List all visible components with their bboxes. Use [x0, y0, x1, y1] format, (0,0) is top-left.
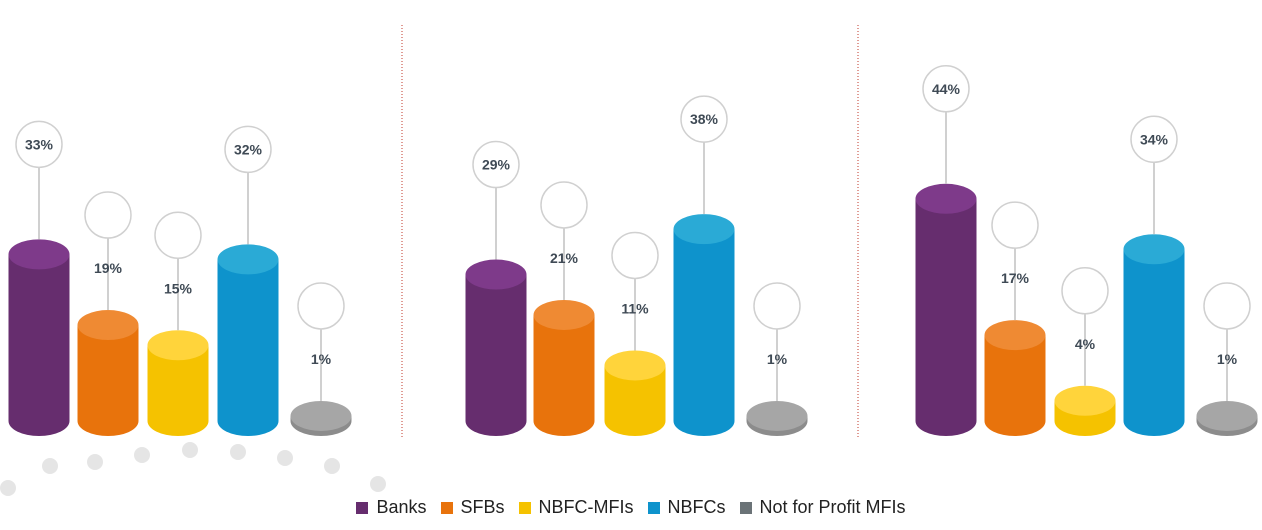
label-bubble-sfbs-p1	[84, 191, 132, 239]
legend-label-not-for-profit-mfis: Not for Profit MFIs	[759, 497, 906, 517]
bar-top-banks-p2	[465, 259, 527, 290]
data-label-nbfcs-p3: 34%	[1140, 131, 1169, 147]
legend-swatch-nbfc-mfis	[518, 501, 531, 514]
decor-dot-4	[182, 442, 198, 458]
data-label-nbfcs-p2: 38%	[690, 111, 719, 127]
legend-label-nbfcs: NBFCs	[667, 497, 726, 517]
label-bubble-banks-p1	[15, 120, 63, 169]
bar-top-not-for-profit-mfis-p3	[1196, 400, 1258, 431]
bar-top-nbfcs-p3	[1123, 234, 1185, 265]
label-bubble-nbfcs-p2	[680, 95, 728, 143]
data-label-banks-p3: 44%	[932, 81, 961, 97]
bar-top-sfbs-p2	[533, 299, 595, 330]
decor-dot-0	[0, 480, 16, 496]
bar-top-not-for-profit-mfis-p1	[290, 400, 352, 431]
label-bubble-nbfc-mfis-p2	[611, 231, 659, 280]
label-bubble-sfbs-p3	[991, 201, 1039, 249]
label-bubble-nbfc-mfis-p3	[1061, 267, 1109, 315]
bar-sfbs-p3	[984, 335, 1046, 436]
data-label-banks-p1: 33%	[25, 136, 54, 152]
legend-swatch-sfbs	[440, 501, 453, 514]
chart-panel-2: 29% 21% 11% 38% 1%	[465, 95, 808, 436]
data-label-nbfc-mfis-p3: 4%	[1075, 336, 1096, 352]
chart-panel-1: 33% 19% 15% 32% 1%	[8, 120, 352, 436]
bar-nbfc-mfis-p2	[604, 365, 666, 436]
legend: Banks SFBs NBFC-MFIs NBFCs Not for Profi…	[0, 497, 1262, 518]
bar-top-banks-p3	[915, 183, 977, 214]
data-label-nbfcs-p1: 32%	[234, 141, 263, 157]
bar-top-banks-p1	[8, 239, 70, 270]
legend-swatch-not-for-profit-mfis	[739, 501, 752, 514]
legend-swatch-banks	[356, 501, 369, 514]
data-label-sfbs-p3: 17%	[1001, 270, 1030, 286]
data-label-sfbs-p2: 21%	[550, 250, 579, 266]
data-label-not-for-profit-mfis-p2: 1%	[767, 351, 788, 367]
bar-top-sfbs-p1	[77, 310, 139, 341]
label-bubble-not-for-profit-mfis-p3	[1203, 282, 1251, 330]
decor-dot-2	[87, 454, 103, 470]
bar-banks-p3	[915, 198, 977, 436]
legend-item-not-for-profit-mfis: Not for Profit MFIs	[739, 497, 906, 518]
bar-top-nbfc-mfis-p3	[1054, 385, 1116, 416]
chart-panel-3: 44% 17% 4% 34% 1%	[915, 65, 1258, 436]
bar-top-nbfcs-p1	[217, 244, 279, 275]
label-bubble-banks-p2	[472, 140, 520, 189]
decor-dot-8	[370, 476, 386, 492]
legend-item-sfbs: SFBs	[440, 497, 505, 518]
bar-sfbs-p2	[533, 314, 595, 436]
bar-nbfcs-p3	[1123, 249, 1185, 436]
legend-label-sfbs: SFBs	[460, 497, 505, 517]
bar-top-nbfc-mfis-p1	[147, 330, 209, 361]
label-bubble-not-for-profit-mfis-p1	[297, 282, 345, 330]
label-bubble-sfbs-p2	[540, 181, 588, 229]
legend-swatch-nbfcs	[647, 501, 660, 514]
bar-nbfcs-p2	[673, 229, 735, 436]
legend-item-nbfc-mfis: NBFC-MFIs	[518, 497, 634, 518]
label-bubble-banks-p3	[922, 65, 970, 113]
data-label-nbfc-mfis-p1: 15%	[164, 280, 193, 296]
bar-nbfc-mfis-p1	[147, 345, 209, 436]
decor-dot-5	[230, 444, 246, 460]
label-bubble-not-for-profit-mfis-p2	[753, 282, 801, 330]
bar-sfbs-p1	[77, 325, 139, 436]
legend-item-nbfcs: NBFCs	[647, 497, 726, 518]
label-bubble-nbfc-mfis-p1	[154, 211, 202, 259]
decor-dot-7	[324, 458, 340, 474]
legend-label-nbfc-mfis: NBFC-MFIs	[538, 497, 634, 517]
legend-item-banks: Banks	[356, 497, 427, 518]
bar-banks-p1	[8, 254, 70, 436]
bar-nbfcs-p1	[217, 259, 279, 436]
data-label-banks-p2: 29%	[482, 157, 511, 173]
bar-banks-p2	[465, 274, 527, 436]
legend-label-banks: Banks	[376, 497, 427, 517]
bar-top-nbfcs-p2	[673, 214, 735, 245]
data-label-nbfc-mfis-p2: 11%	[621, 300, 649, 316]
decor-dot-1	[42, 458, 58, 474]
bar-top-not-for-profit-mfis-p2	[746, 400, 808, 431]
label-bubble-nbfcs-p1	[224, 125, 272, 174]
data-label-not-for-profit-mfis-p1: 1%	[311, 351, 332, 367]
decor-dot-3	[134, 447, 150, 463]
bar-top-nbfc-mfis-p2	[604, 350, 666, 381]
bar-top-sfbs-p3	[984, 320, 1046, 351]
data-label-sfbs-p1: 19%	[94, 260, 123, 276]
label-bubble-nbfcs-p3	[1130, 115, 1178, 164]
data-label-not-for-profit-mfis-p3: 1%	[1217, 351, 1238, 367]
decor-dot-6	[277, 450, 293, 466]
